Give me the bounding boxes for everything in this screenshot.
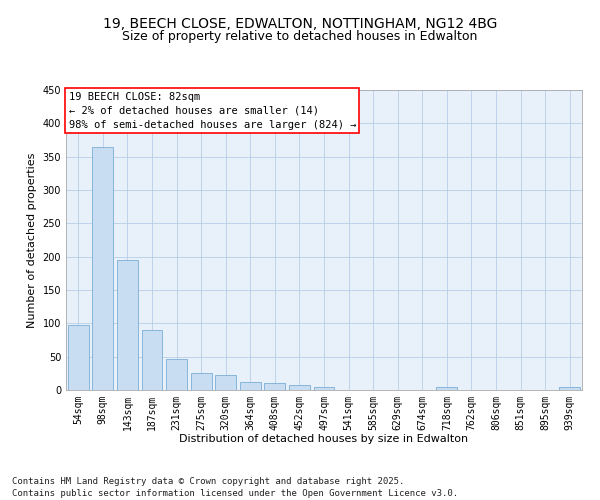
Bar	[215, 376, 236, 390]
Bar	[240, 382, 261, 390]
Bar	[559, 388, 580, 390]
Bar	[314, 388, 334, 390]
Bar	[166, 358, 187, 390]
Text: Contains HM Land Registry data © Crown copyright and database right 2025.
Contai: Contains HM Land Registry data © Crown c…	[12, 476, 458, 498]
Y-axis label: Number of detached properties: Number of detached properties	[27, 152, 37, 328]
Text: Size of property relative to detached houses in Edwalton: Size of property relative to detached ho…	[122, 30, 478, 43]
X-axis label: Distribution of detached houses by size in Edwalton: Distribution of detached houses by size …	[179, 434, 469, 444]
Bar	[265, 384, 286, 390]
Bar	[436, 388, 457, 390]
Bar	[142, 330, 163, 390]
Text: 19, BEECH CLOSE, EDWALTON, NOTTINGHAM, NG12 4BG: 19, BEECH CLOSE, EDWALTON, NOTTINGHAM, N…	[103, 18, 497, 32]
Bar	[289, 386, 310, 390]
Bar	[92, 146, 113, 390]
Bar	[117, 260, 138, 390]
Text: 19 BEECH CLOSE: 82sqm
← 2% of detached houses are smaller (14)
98% of semi-detac: 19 BEECH CLOSE: 82sqm ← 2% of detached h…	[68, 92, 356, 130]
Bar	[68, 326, 89, 390]
Bar	[191, 374, 212, 390]
